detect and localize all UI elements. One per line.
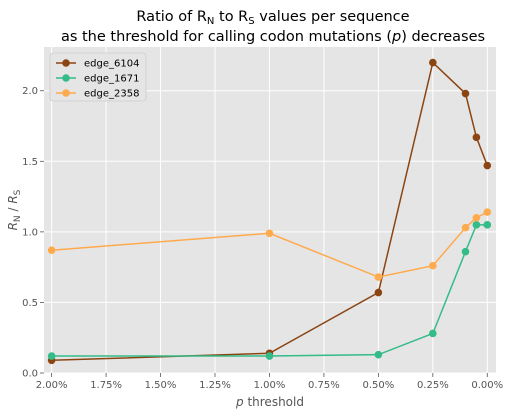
data-point xyxy=(472,133,481,142)
legend-swatch-marker xyxy=(62,89,70,97)
x-tick-label: 1.75% xyxy=(90,380,122,391)
grid-lines xyxy=(44,47,496,374)
chart-title-line-1: Ratio of RN to RS values per sequence xyxy=(136,9,409,27)
y-tick-label: 1.0 xyxy=(22,227,38,238)
data-point xyxy=(472,213,481,222)
legend-entry: edge_6104 xyxy=(56,59,139,70)
legend-swatch-marker xyxy=(62,74,70,82)
legend-label: edge_6104 xyxy=(84,59,139,70)
y-tick-label: 2.0 xyxy=(22,86,38,97)
x-axis-ticks: 2.00% 1.75% 1.50% 1.25% 1.00% 0.75% 0.50% 0.25%… xyxy=(36,373,503,391)
data-point xyxy=(483,208,492,216)
data-point xyxy=(483,161,492,170)
data-point xyxy=(374,288,383,297)
data-point xyxy=(265,229,274,238)
data-point xyxy=(47,352,56,360)
x-tick-label: 0.25% xyxy=(417,380,449,391)
x-tick-label: 0.75% xyxy=(308,380,340,391)
x-axis-label: p threshold xyxy=(235,395,304,409)
data-point xyxy=(461,223,470,232)
legend-box xyxy=(49,52,147,102)
legend: edge_6104 edge_1671 edge_2358 xyxy=(49,52,147,102)
data-point xyxy=(429,329,437,338)
x-tick-label: 2.00% xyxy=(36,380,68,391)
data-point xyxy=(374,273,383,281)
data-point xyxy=(429,58,437,67)
x-tick-label: 1.00% xyxy=(254,380,286,391)
chart-title-line-2: as the threshold for calling codon mutat… xyxy=(61,29,485,45)
y-axis-label: RN / RS xyxy=(6,189,23,230)
y-tick-label: 0.0 xyxy=(22,369,38,380)
legend-label: edge_1671 xyxy=(84,74,139,85)
y-tick-label: 0.5 xyxy=(22,298,38,309)
series-layer xyxy=(47,58,492,365)
data-point xyxy=(429,261,437,270)
data-point xyxy=(461,89,470,98)
legend-entry: edge_1671 xyxy=(56,74,139,85)
y-axis-ticks: 0.0 0.5 1.0 1.5 2.0 xyxy=(22,86,44,380)
legend-swatch-marker xyxy=(62,59,70,67)
x-tick-label: 0.00% xyxy=(471,380,503,391)
x-tick-label: 1.50% xyxy=(145,380,177,391)
data-point xyxy=(47,246,56,255)
x-tick-label: 0.50% xyxy=(362,380,394,391)
legend-label: edge_2358 xyxy=(84,89,139,100)
data-point xyxy=(472,221,481,229)
series-edge_1671 xyxy=(47,221,492,360)
series-edge_2358 xyxy=(47,208,492,281)
data-point xyxy=(483,221,492,229)
legend-entry: edge_2358 xyxy=(56,89,139,100)
data-point xyxy=(374,350,383,359)
data-point xyxy=(265,352,274,360)
x-tick-label: 1.25% xyxy=(199,380,231,391)
data-point xyxy=(461,247,470,256)
y-tick-label: 1.5 xyxy=(22,157,38,168)
